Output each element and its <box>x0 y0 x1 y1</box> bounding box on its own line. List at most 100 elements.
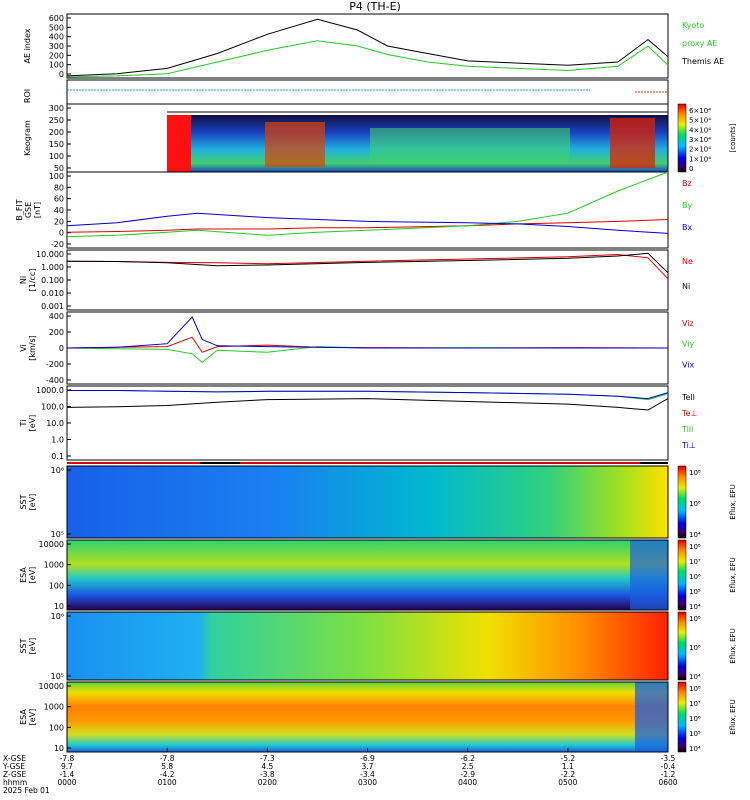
y-tick-label: 10⁶ <box>51 612 64 621</box>
trace-ae-themis-ae <box>66 18 669 77</box>
y-tick-label: 0 <box>59 70 64 79</box>
y-tick-label: 1.0 <box>51 436 64 445</box>
mode-bar <box>640 462 668 464</box>
x-tick-label: -7.8 <box>60 754 75 763</box>
x-row-label: hhmm <box>3 778 27 787</box>
colorbar-label: 3×10⁴ <box>689 136 711 144</box>
colorbar-label: 10⁸ <box>689 685 701 693</box>
panel-frame-ti <box>66 385 669 461</box>
keogram-nodata <box>67 104 167 172</box>
legend-item: proxy AE <box>682 39 717 48</box>
esa-electron-edge <box>630 540 668 610</box>
trace-ae-kyoto-proxy-ae <box>66 40 669 78</box>
legend-item: Viz <box>682 319 694 328</box>
trace-ti-ti- <box>67 390 669 400</box>
y-axis-label: ESA <box>19 709 28 725</box>
legend-item: Vix <box>682 360 695 369</box>
mode-bar <box>200 462 240 464</box>
y-tick-label: 10 <box>54 602 64 611</box>
x-tick-label: -6.2 <box>460 754 475 763</box>
y-tick-label: 0.100 <box>41 276 64 285</box>
y-tick-label: 100.0 <box>41 403 64 412</box>
colorbar-label: 0 <box>689 165 693 173</box>
x-tick-label: -1.4 <box>60 770 75 779</box>
x-tick-label: -7.3 <box>260 754 275 763</box>
colorbar-label: 10⁷ <box>689 558 701 566</box>
x-tick-label: -4.2 <box>160 770 175 779</box>
x-tick-label: 0600 <box>658 778 677 787</box>
colorbar-label: 5×10⁴ <box>689 117 711 125</box>
colorbar-label: 6×10⁴ <box>689 107 711 115</box>
colorbar-label: 10⁸ <box>689 469 701 477</box>
colorbar-label: 10⁴ <box>689 745 701 753</box>
mode-bar <box>67 462 668 464</box>
x-tick-label: -7.8 <box>160 754 175 763</box>
x-tick-label: -0.4 <box>661 762 676 771</box>
colorbar-label: 10⁶ <box>689 573 701 581</box>
legend-item: Themis AE <box>681 57 724 66</box>
keogram-gap <box>167 115 191 172</box>
y-axis-label: [1/cc] <box>28 269 37 292</box>
y-axis-label: Ti <box>19 420 28 428</box>
y-axis-label: [eV] <box>28 415 37 432</box>
panel-frame-esae <box>66 539 669 611</box>
colorbar-unit: Eflux, EFU <box>729 699 737 734</box>
y-tick-label: 20 <box>54 217 64 226</box>
legend-item: Viy <box>682 340 695 349</box>
panel-frame-ni <box>66 249 669 311</box>
x-tick-label: -3.4 <box>360 770 375 779</box>
y-tick-label: -400 <box>46 376 64 385</box>
x-tick-label: -2.9 <box>460 770 475 779</box>
colorbar-label: 10⁴ <box>689 531 701 539</box>
y-tick-label: 200 <box>49 128 64 137</box>
sst-electron-spectrogram <box>67 466 668 538</box>
keogram-diffuse <box>370 128 570 164</box>
x-tick-label: 0400 <box>458 778 477 787</box>
colorbar-label: 10⁴ <box>689 673 701 681</box>
colorbar <box>677 103 687 173</box>
colorbar <box>677 539 687 611</box>
x-tick-label: 3.7 <box>362 762 374 771</box>
y-tick-label: 200 <box>49 328 64 337</box>
x-tick-label: 0100 <box>158 778 177 787</box>
y-tick-label: 500 <box>49 23 64 32</box>
colorbar-unit: Eflux, EFU <box>729 628 737 663</box>
panel-frame-ae <box>66 13 669 79</box>
x-row-label: Y-GSE <box>2 762 25 771</box>
colorbar <box>677 681 687 753</box>
colorbar-label: 10⁵ <box>689 588 701 596</box>
esa-ion-edge <box>635 682 668 752</box>
x-tick-label: 2.5 <box>462 762 474 771</box>
y-tick-label: 1.000 <box>41 263 64 272</box>
x-tick-label: 0000 <box>57 778 76 787</box>
y-tick-label: 1000 <box>44 703 64 712</box>
keogram-arc <box>265 122 325 167</box>
y-tick-label: 40 <box>54 206 64 215</box>
legend-item: Ne <box>682 257 693 266</box>
panel-frame-roi <box>66 79 669 113</box>
y-tick-label: 10⁶ <box>51 466 64 475</box>
y-tick-label: -200 <box>46 360 64 369</box>
colorbar-unit: [counts] <box>729 123 737 152</box>
x-tick-label: 5.8 <box>161 762 173 771</box>
x-tick-label: -5.2 <box>561 754 576 763</box>
y-axis-label: [eV] <box>28 638 37 655</box>
panel-frame-sste <box>66 465 669 539</box>
legend-item: Bx <box>682 223 692 232</box>
y-axis-label: [eV] <box>28 709 37 726</box>
colorbar-unit: Eflux, EFU <box>729 557 737 592</box>
y-tick-label: 150 <box>49 140 64 149</box>
x-row-label: 2025 Feb 01 <box>3 786 50 795</box>
x-tick-label: 9.7 <box>61 762 73 771</box>
colorbar-label: 10⁶ <box>689 644 701 652</box>
y-axis-label: SST <box>19 494 28 509</box>
y-axis-label: AE index <box>23 28 32 63</box>
colorbar <box>677 465 687 539</box>
panel-frame-ssti <box>66 611 669 681</box>
keogram-arc <box>610 118 655 168</box>
y-axis-label: GSE <box>24 202 33 218</box>
trace-bfield-by <box>66 171 669 238</box>
trace-bfield-bz <box>66 219 669 233</box>
y-axis-label: ROI <box>23 89 32 103</box>
colorbar-label: 10⁶ <box>689 715 701 723</box>
